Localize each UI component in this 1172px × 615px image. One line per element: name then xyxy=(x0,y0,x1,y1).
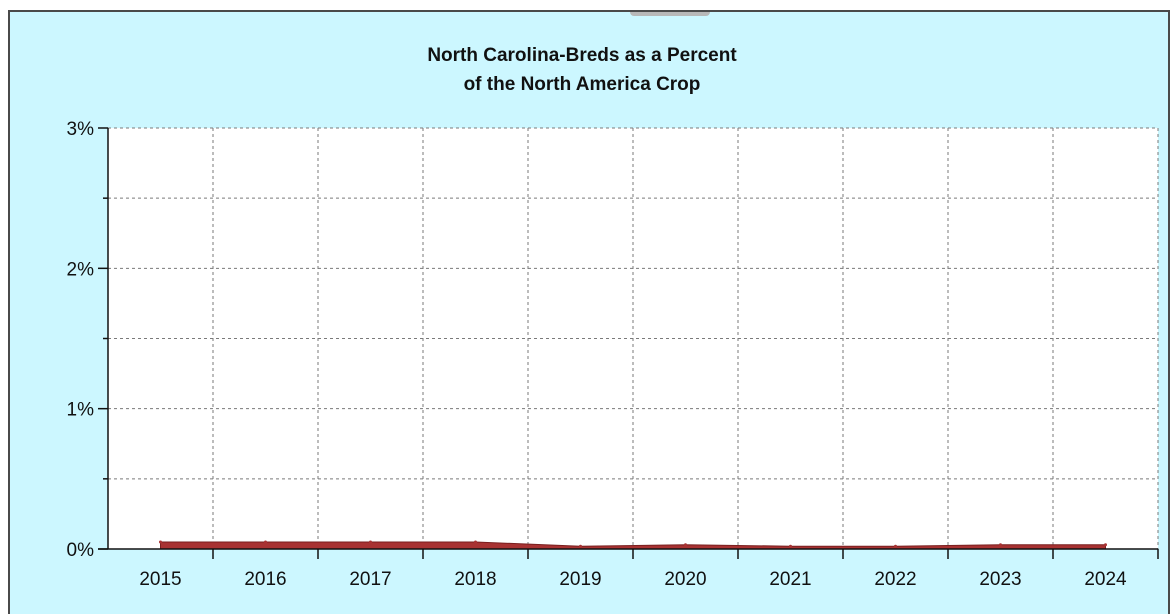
data-area-layer xyxy=(159,540,1107,550)
data-point-2020 xyxy=(684,543,687,547)
y-tick-label: 1% xyxy=(67,400,95,421)
x-tick-label: 2015 xyxy=(139,569,181,590)
x-tick-label: 2024 xyxy=(1084,569,1127,590)
data-point-2022 xyxy=(894,544,897,548)
x-tick-label: 2018 xyxy=(454,569,496,590)
data-point-2024 xyxy=(1104,543,1107,547)
data-point-2019 xyxy=(579,544,582,548)
y-tick-label: 2% xyxy=(67,259,95,280)
tick-labels: 0% 1% 2% 3% 2015 2016 2017 2018 2019 2020 2021 2022… xyxy=(67,119,1128,590)
data-point-2017 xyxy=(369,540,372,544)
x-tick-label: 2020 xyxy=(664,569,706,590)
x-tick-label: 2021 xyxy=(769,569,811,590)
data-point-2018 xyxy=(474,540,477,544)
x-tick-label: 2017 xyxy=(349,569,391,590)
x-tick-label: 2022 xyxy=(874,569,916,590)
data-point-2021 xyxy=(789,544,792,548)
data-point-2015 xyxy=(159,540,162,544)
data-point-2023 xyxy=(999,543,1002,547)
x-tick-label: 2016 xyxy=(244,569,286,590)
y-tick-label: 3% xyxy=(67,119,95,140)
y-tick-label: 0% xyxy=(67,540,95,561)
x-tick-label: 2019 xyxy=(559,569,601,590)
grid-lines xyxy=(108,127,1159,549)
data-point-2016 xyxy=(264,540,267,544)
x-tick-label: 2023 xyxy=(979,569,1021,590)
chart-title-line-2: of the North America Crop xyxy=(464,74,701,95)
axes xyxy=(98,127,1159,559)
chart-title-line-1: North Carolina-Breds as a Percent xyxy=(427,45,737,66)
frame-top-decoration xyxy=(630,12,710,16)
